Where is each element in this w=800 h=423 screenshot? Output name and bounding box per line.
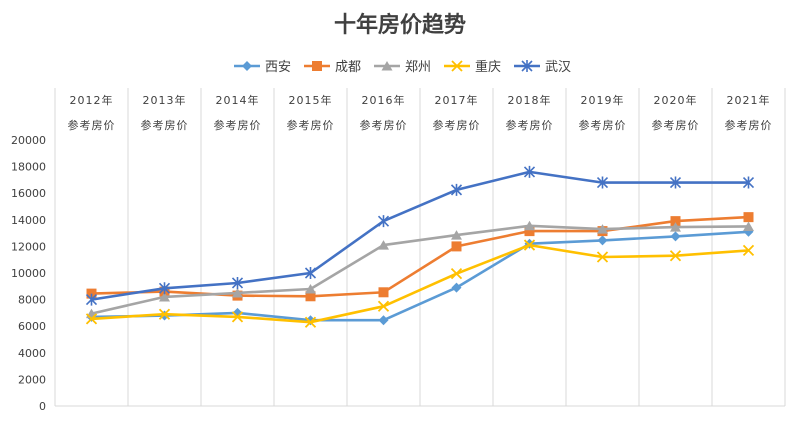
plot-area — [85, 165, 755, 328]
legend-item: 西安 — [234, 60, 291, 75]
data-point — [596, 176, 609, 189]
series-4 — [85, 165, 755, 306]
legend-label: 郑州 — [405, 60, 431, 75]
x-tick-label: 2019年 — [581, 93, 625, 107]
data-point — [596, 251, 609, 263]
data-point — [742, 244, 755, 257]
data-point — [377, 300, 390, 312]
grid — [54, 88, 786, 407]
x-tick-label: 参考房价 — [360, 118, 408, 132]
series-3 — [85, 239, 755, 328]
data-point — [158, 308, 171, 320]
x-tick-label: 参考房价 — [214, 118, 262, 132]
series-2 — [86, 220, 754, 319]
data-point — [524, 220, 535, 231]
legend-label: 重庆 — [475, 59, 501, 75]
data-point — [670, 216, 681, 227]
x-tick-label: 2013年 — [143, 93, 187, 107]
data-point — [231, 276, 244, 289]
y-tick-label: 6000 — [18, 320, 46, 333]
y-tick-label: 16000 — [11, 187, 46, 200]
x-tick-label: 参考房价 — [287, 118, 335, 132]
chart-title: 十年房价趋势 — [334, 12, 466, 38]
x-tick-label: 2012年 — [70, 93, 114, 107]
legend-item: 郑州 — [374, 60, 431, 75]
legend-label: 成都 — [335, 60, 361, 75]
series-line — [91, 170, 749, 301]
legend-marker — [312, 61, 322, 71]
x-tick-label: 参考房价 — [652, 118, 700, 132]
data-point — [231, 311, 244, 323]
y-tick-label: 0 — [39, 400, 46, 413]
y-tick-label: 18000 — [11, 161, 46, 174]
data-point — [597, 235, 608, 246]
data-point — [523, 165, 536, 178]
legend-marker — [521, 60, 533, 72]
x-tick-label: 参考房价 — [68, 118, 116, 132]
data-point — [304, 267, 317, 279]
data-point — [85, 293, 98, 306]
legend-item: 重庆 — [444, 59, 501, 75]
data-point — [451, 282, 462, 293]
x-tick-label: 2018年 — [508, 93, 552, 107]
data-point — [159, 291, 170, 302]
y-tick-label: 20000 — [11, 134, 46, 147]
x-tick-label: 参考房价 — [725, 118, 773, 132]
legend: 西安 成都 郑州 重庆 武汉 — [234, 59, 571, 75]
data-point — [450, 268, 463, 280]
data-point — [158, 282, 171, 295]
data-point — [377, 215, 390, 228]
legend-label: 西安 — [265, 60, 291, 75]
data-point — [378, 315, 389, 326]
data-point — [378, 287, 389, 298]
data-point — [451, 230, 462, 240]
legend-marker — [242, 61, 252, 71]
data-point — [743, 221, 754, 231]
legend-marker — [451, 60, 463, 72]
series-line — [91, 224, 749, 315]
data-point — [451, 241, 462, 252]
x-tick-label: 2016年 — [362, 93, 406, 107]
x-tick-label: 参考房价 — [433, 118, 481, 132]
x-tick-label: 2014年 — [216, 93, 260, 107]
y-tick-label: 2000 — [18, 373, 46, 386]
x-tick-label: 参考房价 — [141, 118, 189, 132]
series-line — [91, 243, 749, 324]
data-point — [305, 291, 316, 302]
y-axis: 0 2000 4000 6000 8000 10000 12000 14000 16000 180… — [11, 134, 46, 413]
legend-item: 成都 — [304, 60, 361, 75]
legend-label: 武汉 — [545, 60, 571, 75]
data-point — [670, 222, 681, 232]
x-tick-label: 参考房价 — [506, 118, 554, 132]
data-point — [85, 313, 98, 325]
data-point — [378, 240, 389, 250]
y-tick-label: 4000 — [18, 347, 46, 360]
data-point — [523, 239, 536, 251]
data-point — [743, 212, 754, 223]
x-tick-label: 2015年 — [289, 93, 333, 107]
data-point — [670, 231, 681, 242]
x-tick-label: 2017年 — [435, 93, 479, 107]
data-point — [305, 283, 316, 294]
legend-item: 武汉 — [514, 60, 571, 75]
x-tick-label: 2020年 — [654, 93, 698, 107]
data-point — [304, 316, 317, 328]
x-tick-label: 参考房价 — [579, 118, 627, 132]
data-point — [669, 176, 682, 189]
data-point — [524, 226, 535, 237]
data-point — [669, 250, 682, 262]
y-tick-label: 14000 — [11, 214, 46, 227]
data-point — [232, 287, 243, 298]
y-tick-label: 12000 — [11, 240, 46, 253]
data-point — [597, 224, 608, 234]
legend-marker — [381, 61, 393, 71]
y-tick-label: 10000 — [11, 267, 46, 280]
data-point — [450, 183, 463, 196]
x-tick-label: 2021年 — [727, 93, 771, 107]
data-point — [742, 176, 755, 189]
y-tick-label: 8000 — [18, 294, 46, 307]
